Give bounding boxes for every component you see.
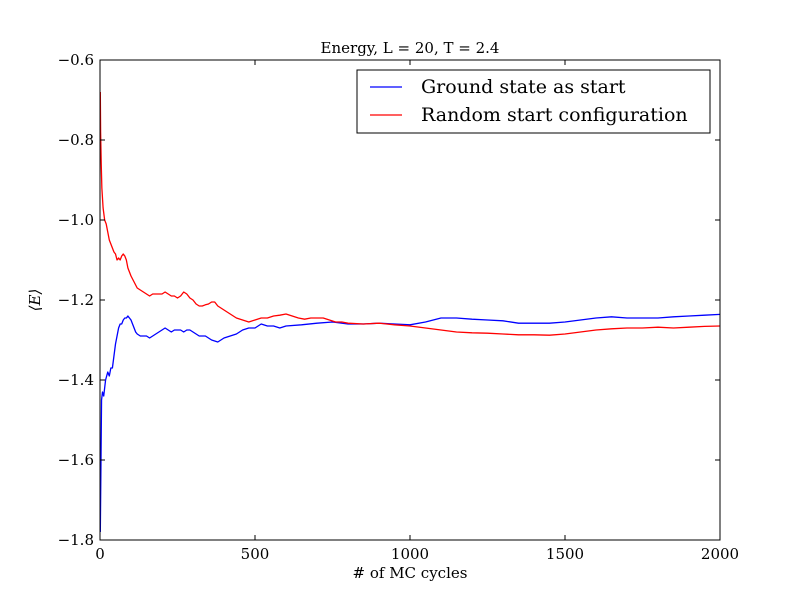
y-tick-label: −0.8 [58, 131, 94, 149]
ground-state-series-line [100, 313, 720, 533]
x-tick-label: 0 [95, 545, 105, 563]
ticks: 0 500 1000 1500 2000 −1.8 −1.6 −1.4 −1.2 −1.0 −0.8… [58, 51, 740, 563]
x-tick-label: 2000 [701, 545, 739, 563]
legend: Ground state as start Random start confi… [356, 69, 711, 134]
x-tick-label: 1500 [546, 545, 584, 563]
random-start-series-line [100, 91, 720, 336]
y-tick-label: −1.8 [58, 531, 94, 549]
x-axis-label: # of MC cycles [353, 564, 468, 582]
legend-label-ground-state: Ground state as start [421, 76, 626, 98]
y-axis-label: ⟨E⟩ [26, 289, 44, 312]
x-tick-label: 1000 [391, 545, 429, 563]
y-tick-label: −1.4 [58, 371, 94, 389]
legend-label-random-start: Random start configuration [421, 104, 688, 126]
y-tick-label: −0.6 [58, 51, 94, 69]
x-tick-label: 500 [241, 545, 270, 563]
chart-title: Energy, L = 20, T = 2.4 [321, 39, 500, 57]
legend-box [356, 69, 711, 134]
y-tick-label: −1.2 [58, 291, 94, 309]
plot-area: 0 500 1000 1500 2000 −1.8 −1.6 −1.4 −1.2 −1.0 −0.8… [58, 51, 740, 563]
y-tick-label: −1.0 [58, 211, 94, 229]
y-tick-label: −1.6 [58, 451, 94, 469]
series-lines [100, 91, 720, 533]
